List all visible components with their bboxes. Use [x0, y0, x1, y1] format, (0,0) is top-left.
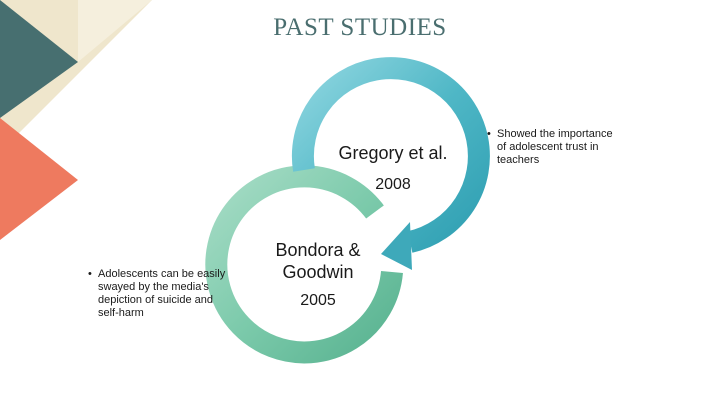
study-2-year: 2005	[300, 292, 336, 309]
upper-ring-arrowhead	[381, 222, 412, 270]
study-1-year: 2008	[375, 176, 411, 193]
corner-triangle-cream-light	[78, 0, 152, 62]
study-2-finding: • Adolescents can be easily swayed by th…	[88, 268, 228, 320]
study-2-finding-text: Adolescents can be easily swayed by the …	[98, 268, 226, 319]
lower-ring-arrow	[205, 165, 403, 364]
slide-title: PAST STUDIES	[273, 14, 447, 41]
study-1-finding: • Showed the importance of adolescent tr…	[487, 128, 613, 167]
study-2-name-line2: Goodwin	[282, 262, 354, 282]
study-2-name-line1: Bondora &	[275, 240, 361, 260]
bullet-dot-icon: •	[487, 128, 491, 140]
corner-triangle-teal	[0, 0, 78, 118]
corner-triangle-coral	[0, 118, 78, 240]
study-1-name: Gregory et al.	[338, 143, 448, 163]
upper-ring-arrow	[291, 57, 490, 253]
study-1-finding-text: Showed the importance of adolescent trus…	[497, 128, 613, 166]
bullet-dot-icon: •	[88, 268, 92, 280]
